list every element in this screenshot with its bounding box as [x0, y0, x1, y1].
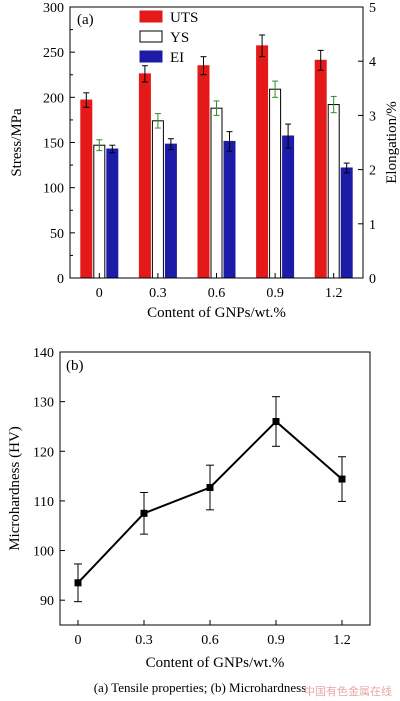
bar-ei [164, 143, 177, 279]
y-tick-label: 110 [34, 495, 54, 510]
y2-tick-label: 3 [369, 109, 376, 124]
y-tick-label: 150 [43, 137, 64, 152]
x-axis-label: Content of GNPs/wt.% [147, 305, 286, 321]
y-tick-label: 250 [43, 46, 64, 61]
y-tick-label: 130 [33, 396, 54, 411]
bar-ei [340, 167, 353, 279]
bar-ei [223, 140, 236, 279]
x-tick-label: 1.2 [325, 286, 343, 301]
y-axis-label: Stress/MPa [9, 108, 25, 177]
bar-ys [210, 107, 223, 279]
legend-swatch [139, 30, 163, 43]
y-tick-label: 120 [33, 445, 54, 460]
x-tick-label: 1.2 [333, 633, 351, 648]
bar-uts [138, 73, 151, 279]
y-tick-label: 90 [40, 594, 54, 609]
y-tick-label: 100 [43, 182, 64, 197]
microhardness-chart: 90 100 110 120 130 140 0 0.3 0.6 0.9 1.2 (b) Content… [7, 346, 371, 671]
y-tick-label: 50 [50, 227, 64, 242]
bar-ys [269, 88, 282, 279]
x-tick-label: 0.6 [208, 286, 226, 301]
legend-label: EI [170, 50, 184, 66]
y-tick-label: 140 [33, 346, 54, 361]
y-tick-label: 100 [33, 545, 54, 560]
plot-frame [59, 351, 371, 626]
x-tick-label: 0 [96, 286, 103, 301]
bar-uts [197, 65, 210, 279]
watermark: 中国有色金属在线 [304, 685, 392, 698]
y-tick-label: 300 [43, 1, 64, 16]
data-point [140, 509, 148, 517]
y-tick-label: 0 [57, 272, 64, 287]
y-tick-label: 200 [43, 91, 64, 106]
bar-ys [151, 120, 164, 279]
y-axis-label: Microhardness (HV) [7, 426, 23, 551]
figure-caption: (a) Tensile properties; (b) Microhardnes… [93, 680, 307, 695]
bar-uts [314, 59, 327, 279]
y2-axis-label: Elongation/% [384, 101, 400, 184]
data-point [74, 579, 82, 587]
data-point [206, 484, 214, 492]
y2-tick-label: 1 [369, 218, 376, 233]
bar-ei [282, 135, 295, 279]
x-tick-label: 0.3 [135, 633, 153, 648]
legend-label: YS [170, 30, 189, 46]
legend-swatch [139, 10, 163, 23]
bar-ys [93, 144, 106, 279]
bar-ei [106, 148, 119, 279]
legend-swatch [139, 50, 163, 63]
y2-tick-label: 0 [369, 272, 376, 287]
legend-label: UTS [170, 10, 198, 26]
panel-label: (b) [66, 358, 84, 374]
x-axis-label: Content of GNPs/wt.% [146, 655, 285, 671]
bar-ys [327, 104, 340, 279]
x-tick-label: 0.9 [267, 633, 285, 648]
x-tick-label: 0.9 [266, 286, 284, 301]
bar-uts [256, 45, 269, 279]
y2-tick-label: 2 [369, 164, 376, 179]
y2-tick-label: 4 [369, 55, 376, 70]
data-point [338, 475, 346, 483]
plot-frame [69, 6, 364, 279]
bar-uts [80, 99, 93, 279]
x-tick-label: 0.6 [201, 633, 219, 648]
panel-label: (a) [77, 12, 94, 28]
y2-tick-label: 5 [369, 1, 376, 16]
x-tick-label: 0.3 [149, 286, 167, 301]
x-tick-label: 0 [75, 633, 82, 648]
data-point [272, 417, 280, 425]
